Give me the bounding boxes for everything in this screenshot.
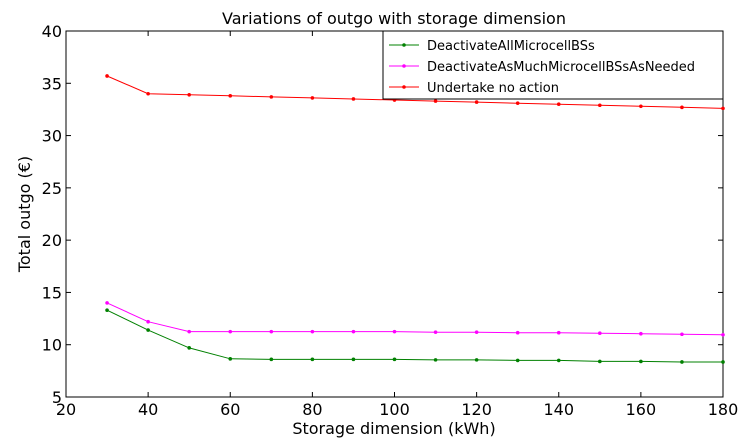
x-tick-label: 120: [461, 400, 492, 419]
data-point: [269, 95, 274, 99]
data-point: [228, 94, 233, 98]
data-point: [474, 330, 479, 334]
data-point: [146, 319, 150, 324]
y-tick-label: 40: [42, 22, 62, 41]
x-tick-label: 20: [56, 400, 76, 419]
data-point: [146, 91, 150, 96]
data-point: [433, 330, 438, 334]
data-point: [310, 357, 315, 362]
legend-marker: [402, 43, 406, 47]
series-line: [106, 75, 724, 109]
data-point: [556, 358, 561, 363]
data-point: [269, 329, 274, 334]
data-point: [392, 357, 397, 362]
data-point: [598, 359, 602, 364]
data-point: [639, 359, 643, 364]
x-tick-label: 140: [543, 400, 574, 419]
legend-label: Undertake no action: [427, 81, 559, 96]
y-tick-label: 30: [42, 127, 62, 146]
data-point: [721, 332, 725, 337]
data-point: [187, 92, 191, 97]
legend: DeactivateAllMicrocellBSs DeactivateAsMuc…: [382, 30, 724, 100]
data-point: [310, 96, 315, 100]
data-point: [515, 358, 520, 363]
legend-label: DeactivateAllMicrocellBSs: [427, 39, 595, 54]
series-line: [106, 302, 724, 336]
x-tick-label: 160: [626, 400, 657, 419]
data-point: [105, 301, 109, 305]
legend-marker: [402, 85, 406, 89]
data-point: [269, 357, 274, 362]
series-layer: [105, 74, 725, 364]
data-point: [721, 360, 725, 364]
data-point: [228, 357, 233, 361]
data-point: [105, 74, 109, 78]
data-point: [392, 329, 397, 334]
y-tick-label: 10: [42, 336, 62, 355]
x-tick-label: 100: [379, 400, 410, 419]
data-point: [351, 329, 356, 334]
data-point: [515, 101, 520, 105]
legend-label: DeactivateAsMuchMicrocellBSsAsNeeded: [427, 60, 695, 75]
y-tick-label: 5: [52, 388, 62, 407]
y-tick-label: 15: [42, 283, 62, 302]
series-line: [106, 309, 723, 363]
data-point: [433, 99, 438, 103]
data-point: [515, 330, 520, 335]
x-tick-label: 80: [302, 400, 322, 419]
data-point: [556, 102, 561, 106]
data-point: [474, 358, 479, 362]
data-point: [680, 360, 684, 364]
y-axis-label: Total outgo (€): [15, 156, 34, 273]
data-point: [556, 330, 561, 335]
x-tick-label: 40: [138, 400, 158, 419]
data-point: [146, 328, 150, 332]
data-point: [310, 329, 315, 334]
x-axis-label: Storage dimension (kWh): [292, 419, 495, 438]
data-point: [433, 358, 438, 362]
data-point: [598, 331, 602, 336]
data-point: [721, 106, 725, 111]
data-point: [474, 100, 479, 104]
x-tick-label: 60: [220, 400, 240, 419]
data-point: [639, 331, 643, 336]
data-point: [351, 357, 356, 362]
data-point: [105, 308, 109, 313]
axis-ticks: 20 40 60 80 100 120 140 160 180 5 10 15 20 25 30 35 40: [42, 22, 739, 419]
data-point: [598, 103, 602, 108]
data-point: [351, 97, 356, 101]
y-tick-label: 25: [42, 179, 62, 198]
y-tick-label: 35: [42, 74, 62, 93]
data-point: [187, 346, 191, 350]
data-point: [680, 105, 684, 110]
y-tick-label: 20: [42, 231, 62, 250]
data-point: [187, 329, 191, 334]
data-point: [639, 104, 643, 109]
chart-title: Variations of outgo with storage dimensi…: [222, 9, 566, 28]
legend-box: [382, 30, 724, 100]
data-point: [680, 332, 684, 337]
x-tick-label: 180: [708, 400, 739, 419]
legend-marker: [402, 64, 406, 68]
data-point: [228, 329, 233, 334]
